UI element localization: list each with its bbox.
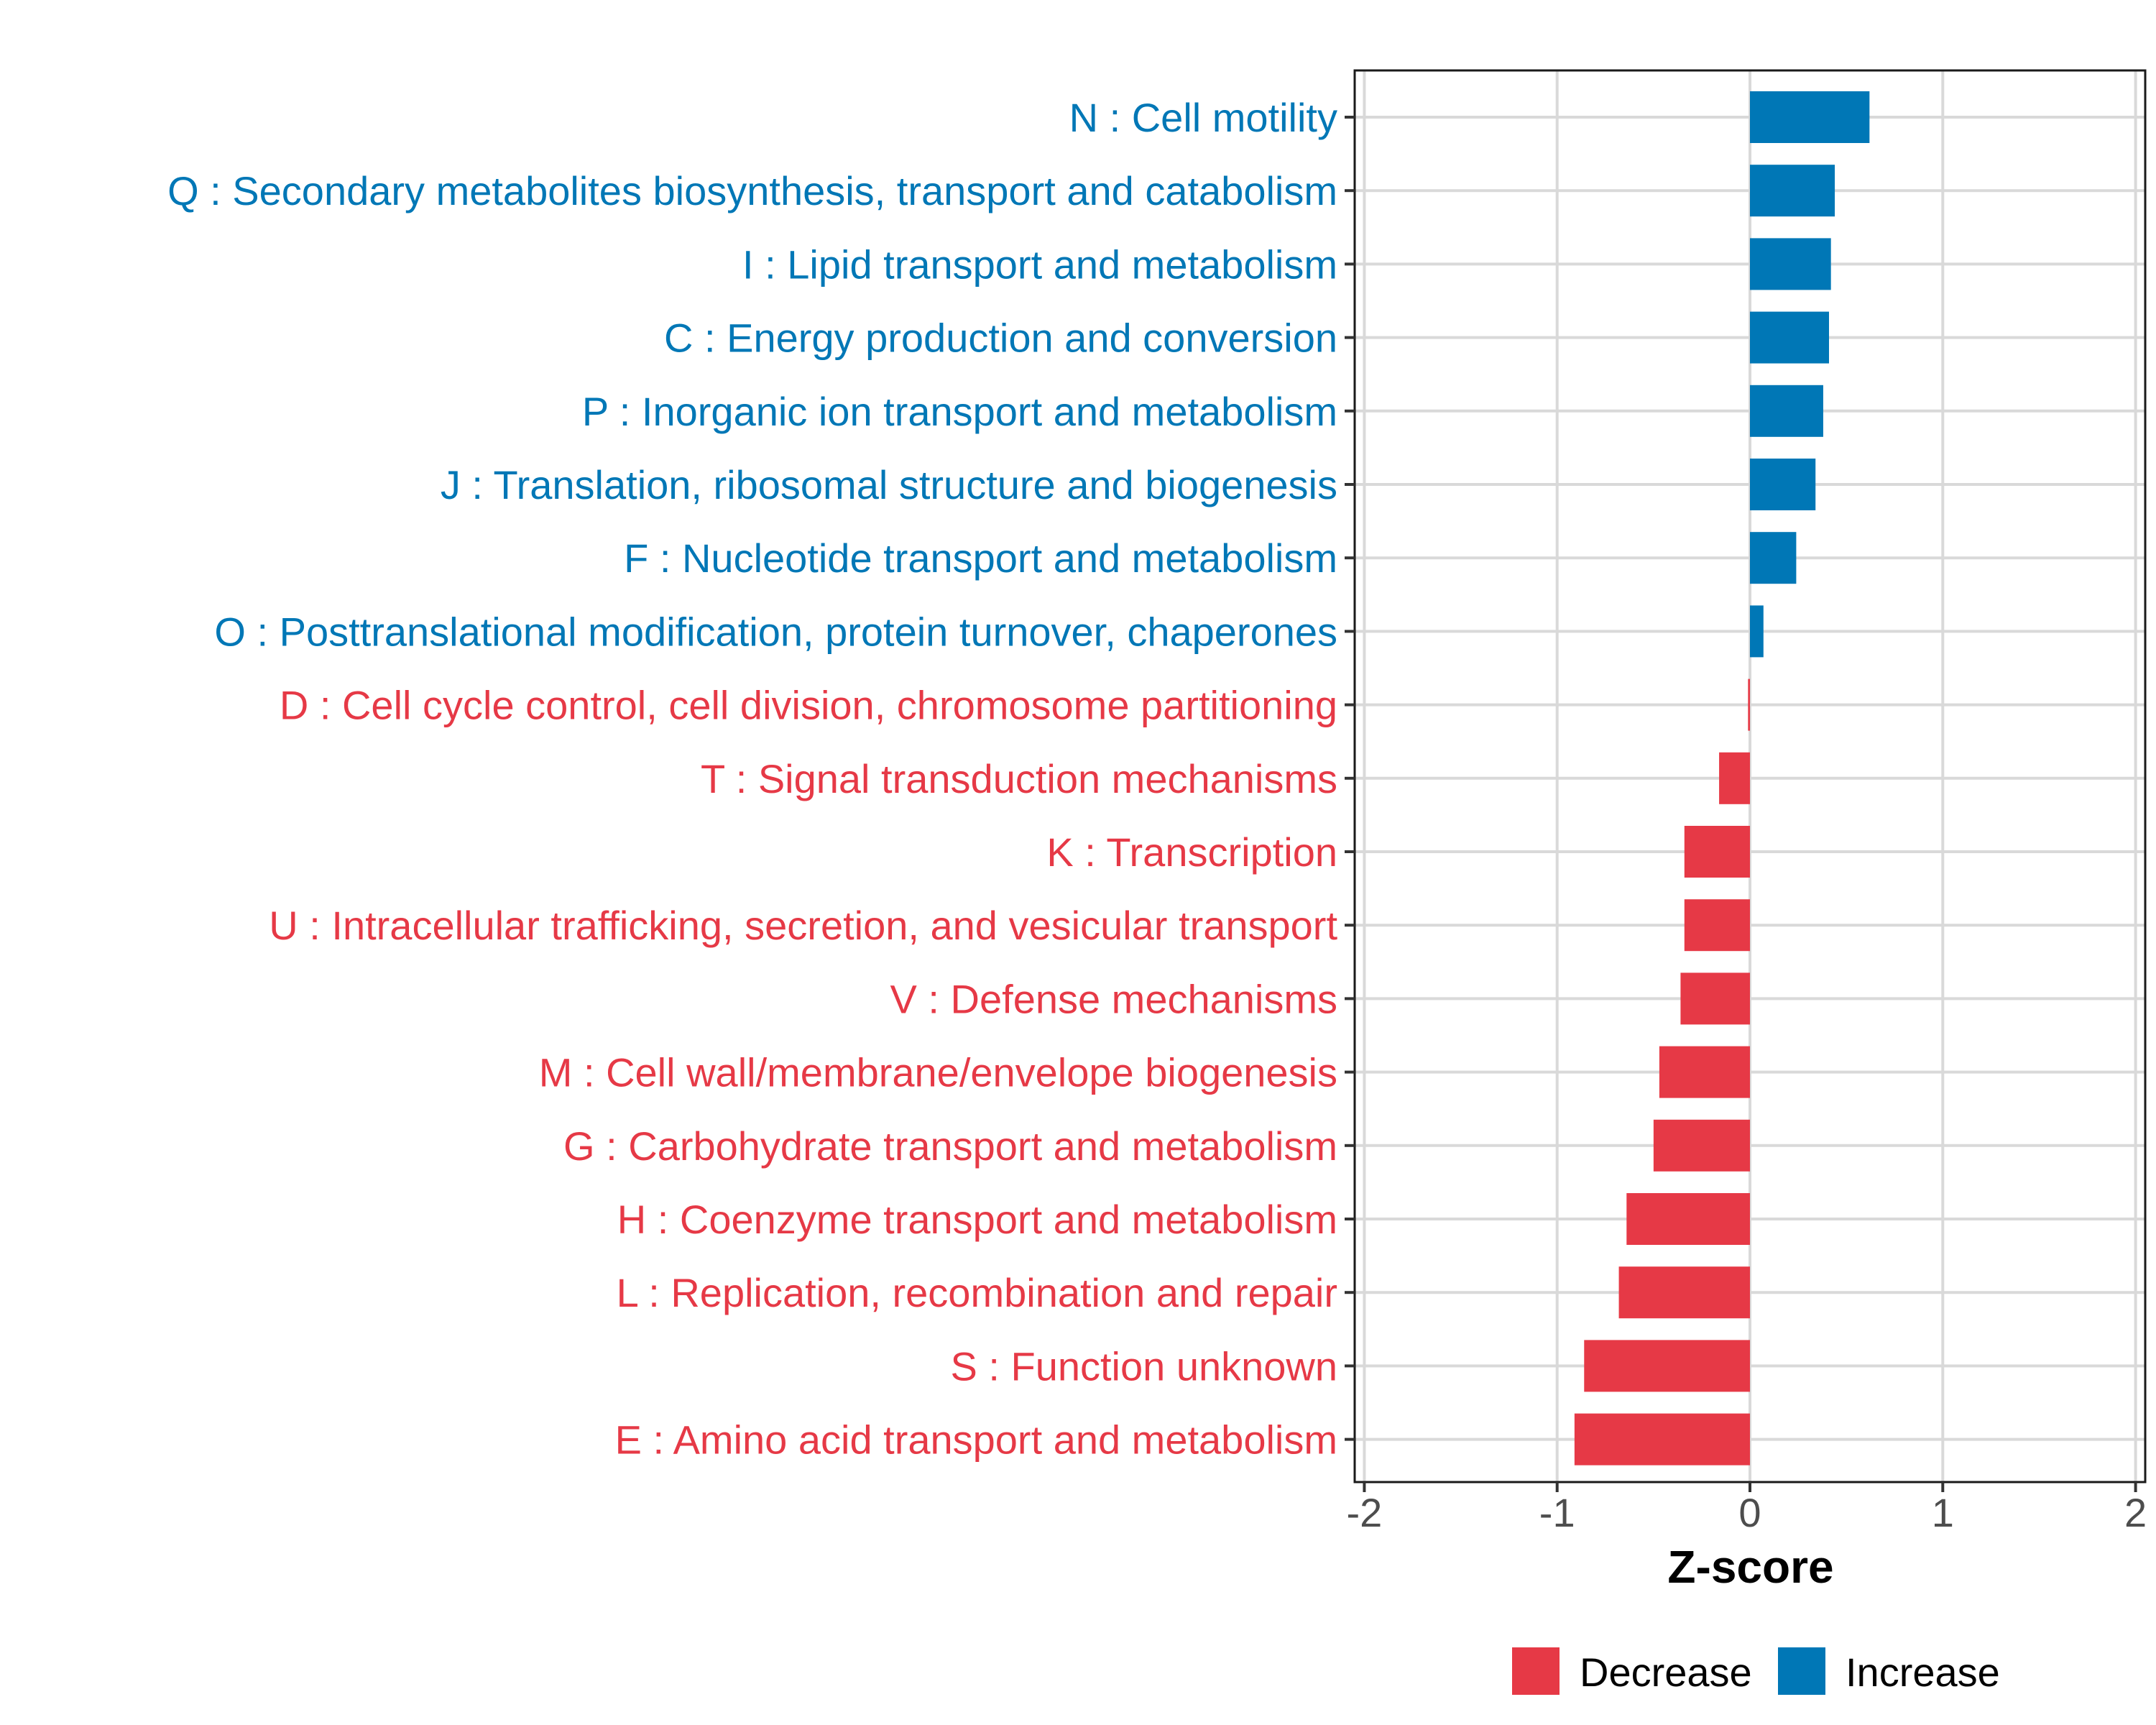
bar [1750,459,1816,510]
legend-label: Decrease [1580,1650,1752,1695]
x-tick-label: -1 [1539,1490,1575,1535]
y-tick-label: G : Carbohydrate transport and metabolis… [563,1123,1337,1169]
y-tick-label: S : Function unknown [950,1343,1337,1389]
y-tick-label: F : Nucleotide transport and metabolism [624,535,1337,581]
x-axis-title: Z-score [1667,1541,1833,1593]
bar [1618,1266,1750,1319]
y-tick-label: I : Lipid transport and metabolism [742,242,1337,287]
bar [1750,238,1831,290]
bar [1574,1413,1750,1466]
bars [1574,91,1870,1466]
y-tick-label: U : Intracellular trafficking, secretion… [269,903,1337,948]
y-tick-label: T : Signal transduction mechanisms [701,756,1337,801]
y-tick-label: H : Coenzyme transport and metabolism [617,1197,1337,1242]
bar [1750,91,1870,143]
y-axis: N : Cell motility Q : Secondary metabolit… [167,95,1355,1463]
y-tick-label: E : Amino acid transport and metabolism [615,1417,1337,1463]
y-tick-label: C : Energy production and conversion [664,316,1337,361]
bar [1750,165,1835,217]
bar [1584,1340,1750,1392]
x-tick-label: -2 [1347,1490,1383,1535]
x-tick-label: 1 [1932,1490,1954,1535]
x-axis: -2 -1 0 1 2 [1347,1482,2147,1535]
y-tick-label: M : Cell wall/membrane/envelope biogenes… [539,1050,1337,1095]
y-tick-label: P : Inorganic ion transport and metaboli… [582,389,1337,434]
x-tick-label: 2 [2124,1490,2147,1535]
x-tick-label: 0 [1738,1490,1761,1535]
bar [1626,1193,1750,1245]
legend-label: Increase [1846,1650,2000,1695]
bar [1748,678,1750,731]
bar [1684,826,1750,878]
y-tick-label: K : Transcription [1046,829,1337,875]
y-tick-label: J : Translation, ribosomal structure and… [441,462,1337,507]
y-tick-label: V : Defense mechanisms [890,976,1337,1021]
y-tick-label: O : Posttranslational modification, prot… [214,609,1337,654]
legend-swatch [1778,1647,1825,1695]
y-tick-label: N : Cell motility [1069,95,1337,140]
legend: Decrease Increase [1512,1647,2000,1695]
bar [1659,1046,1750,1098]
bar [1653,1119,1750,1172]
bar [1750,532,1797,584]
bar [1750,385,1823,437]
bar [1680,972,1750,1025]
bar [1750,605,1764,658]
y-tick-label: D : Cell cycle control, cell division, c… [280,683,1337,728]
bar [1719,752,1750,804]
y-tick-label: Q : Secondary metabolites biosynthesis, … [167,168,1337,213]
bar [1684,899,1750,952]
legend-swatch [1512,1647,1560,1695]
y-tick-label: L : Replication, recombination and repai… [617,1270,1337,1315]
bar [1750,311,1829,364]
